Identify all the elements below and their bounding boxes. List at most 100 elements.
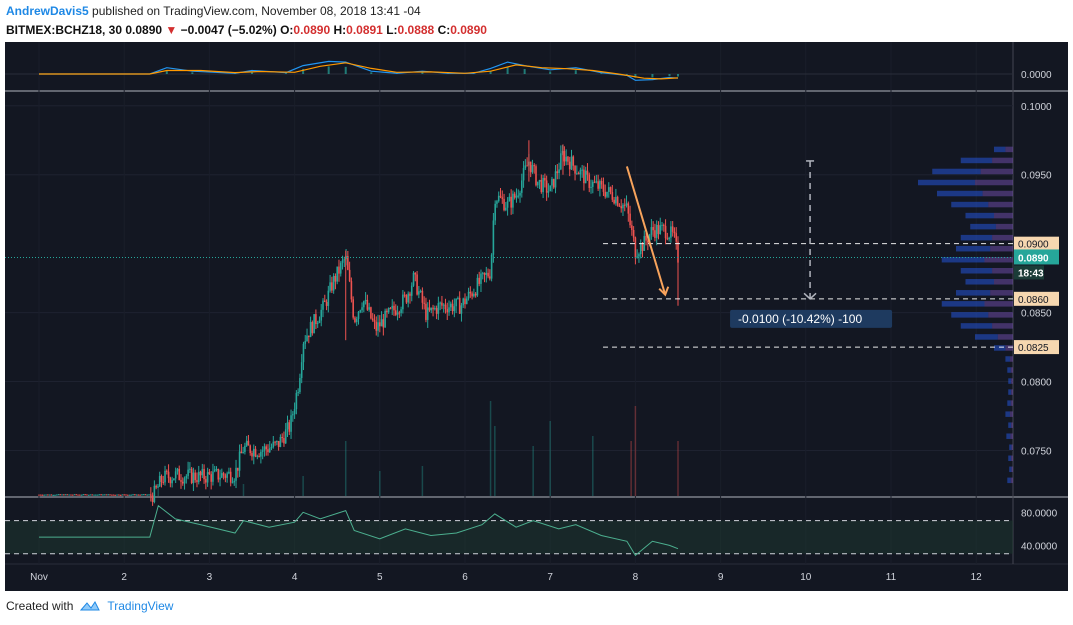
tradingview-link[interactable]: TradingView xyxy=(107,599,174,613)
candle-body xyxy=(632,230,635,238)
level-price-label: 0.0900 xyxy=(1018,240,1049,251)
volume-profile-up-bar xyxy=(951,201,989,208)
candle-body xyxy=(531,165,534,173)
candle-body xyxy=(318,320,321,323)
volume-profile-up-bar xyxy=(994,345,1006,351)
candle-body xyxy=(382,319,385,328)
volume-profile-up-bar xyxy=(937,190,983,197)
time-tick-label: 8 xyxy=(633,572,639,583)
candle-body xyxy=(215,469,218,471)
volume-profile-down-bar xyxy=(1009,411,1013,417)
candle-body xyxy=(263,446,266,451)
price-tick-label: 0.0950 xyxy=(1021,171,1052,182)
candle-body xyxy=(300,362,303,378)
candle-body xyxy=(526,165,528,167)
volume-profile-down-bar xyxy=(990,245,1013,252)
macd-tick-label: 0.0000 xyxy=(1021,70,1052,81)
candle-body xyxy=(474,293,477,296)
candle-body xyxy=(490,254,493,279)
candle-body xyxy=(222,473,225,476)
candle-body xyxy=(274,441,276,443)
chart-area[interactable]: 0.1000 0.0950 0.0850 0.0800 0.0750 Nov 2 3 4 5 6 7 8… xyxy=(5,42,1068,591)
candle-body xyxy=(169,478,172,484)
chart-canvas[interactable]: 0.1000 0.0950 0.0850 0.0800 0.0750 Nov 2 3 4 5 6 7 8… xyxy=(5,42,1068,591)
volume-profile-down-bar xyxy=(994,279,1013,285)
macd-line xyxy=(39,60,679,81)
candle-body xyxy=(457,297,459,299)
volume-profile-down-bar xyxy=(992,157,1013,164)
candle-body xyxy=(647,240,649,243)
volume-profile-up-bar xyxy=(965,212,994,219)
candle-body xyxy=(157,486,159,488)
candle-body xyxy=(581,169,583,171)
candle-body xyxy=(639,243,642,255)
candle-body xyxy=(394,310,397,315)
volume-profile-up-bar xyxy=(1007,477,1011,484)
candle-body xyxy=(418,291,420,295)
candle-body xyxy=(524,165,527,169)
candle-body xyxy=(148,494,150,496)
rsi-line xyxy=(39,504,679,557)
candle-body xyxy=(593,181,596,183)
level-price-label-bg xyxy=(1014,340,1059,355)
candle-body xyxy=(119,494,122,496)
published-text: published on TradingView.com, November 0… xyxy=(92,4,421,18)
tradingview-logo-icon xyxy=(80,601,101,611)
candle-body xyxy=(135,494,138,496)
candle-body xyxy=(638,254,640,257)
volume-profile-up-bar xyxy=(941,301,985,307)
candle-body xyxy=(409,293,411,296)
candle-body xyxy=(82,494,85,496)
candle-body xyxy=(47,494,49,496)
candle-body xyxy=(451,303,454,312)
candle-body xyxy=(137,494,140,496)
volume-profile-down-bar xyxy=(980,168,1013,175)
candle-body xyxy=(398,312,401,314)
author-link[interactable]: AndrewDavis5 xyxy=(6,4,89,18)
candle-body xyxy=(199,471,202,476)
candle-body xyxy=(529,161,532,173)
candle-body xyxy=(675,233,678,242)
candle-body xyxy=(416,274,418,295)
candle-body xyxy=(609,187,612,193)
candle-body xyxy=(521,180,523,193)
candle-body xyxy=(645,235,647,241)
candle-body xyxy=(79,494,81,496)
candle-body xyxy=(71,494,74,496)
candle-body xyxy=(57,494,60,496)
candle-body xyxy=(256,455,259,457)
volume-profile-down-bar xyxy=(984,301,1013,307)
candle-body xyxy=(123,494,125,496)
candle-body xyxy=(471,293,473,297)
volume-profile-down-bar xyxy=(988,201,1013,208)
current-price-label-bg xyxy=(1014,249,1059,265)
candle-body xyxy=(355,318,358,323)
candle-body xyxy=(268,448,271,453)
candle-body xyxy=(391,305,394,309)
candle-body xyxy=(102,494,104,496)
volume-profile-up-bar xyxy=(1008,378,1012,384)
candle-body xyxy=(622,204,624,209)
volume-profile-down-bar xyxy=(995,223,1013,230)
candle-body xyxy=(505,207,507,211)
candle-body xyxy=(568,161,571,170)
countdown-label-bg xyxy=(1014,265,1044,280)
volume-profile-down-bar xyxy=(1011,422,1013,428)
volume-profile-down-bar xyxy=(992,267,1013,274)
candle-body xyxy=(229,471,232,483)
close-label: C: xyxy=(437,23,451,37)
candle-body xyxy=(126,494,129,496)
volume-profile-up-bar xyxy=(956,290,991,296)
candle-body xyxy=(153,485,156,503)
candle-body xyxy=(487,272,489,277)
candle-body xyxy=(370,307,372,319)
candle-body xyxy=(615,196,617,204)
candle-body xyxy=(455,298,457,307)
candle-body xyxy=(673,231,676,234)
candle-body xyxy=(265,446,267,450)
candle-body xyxy=(583,169,585,184)
level-price-label-bg xyxy=(1014,236,1059,251)
candle-body xyxy=(664,225,667,239)
candle-body xyxy=(178,468,181,481)
candle-body xyxy=(604,191,607,197)
